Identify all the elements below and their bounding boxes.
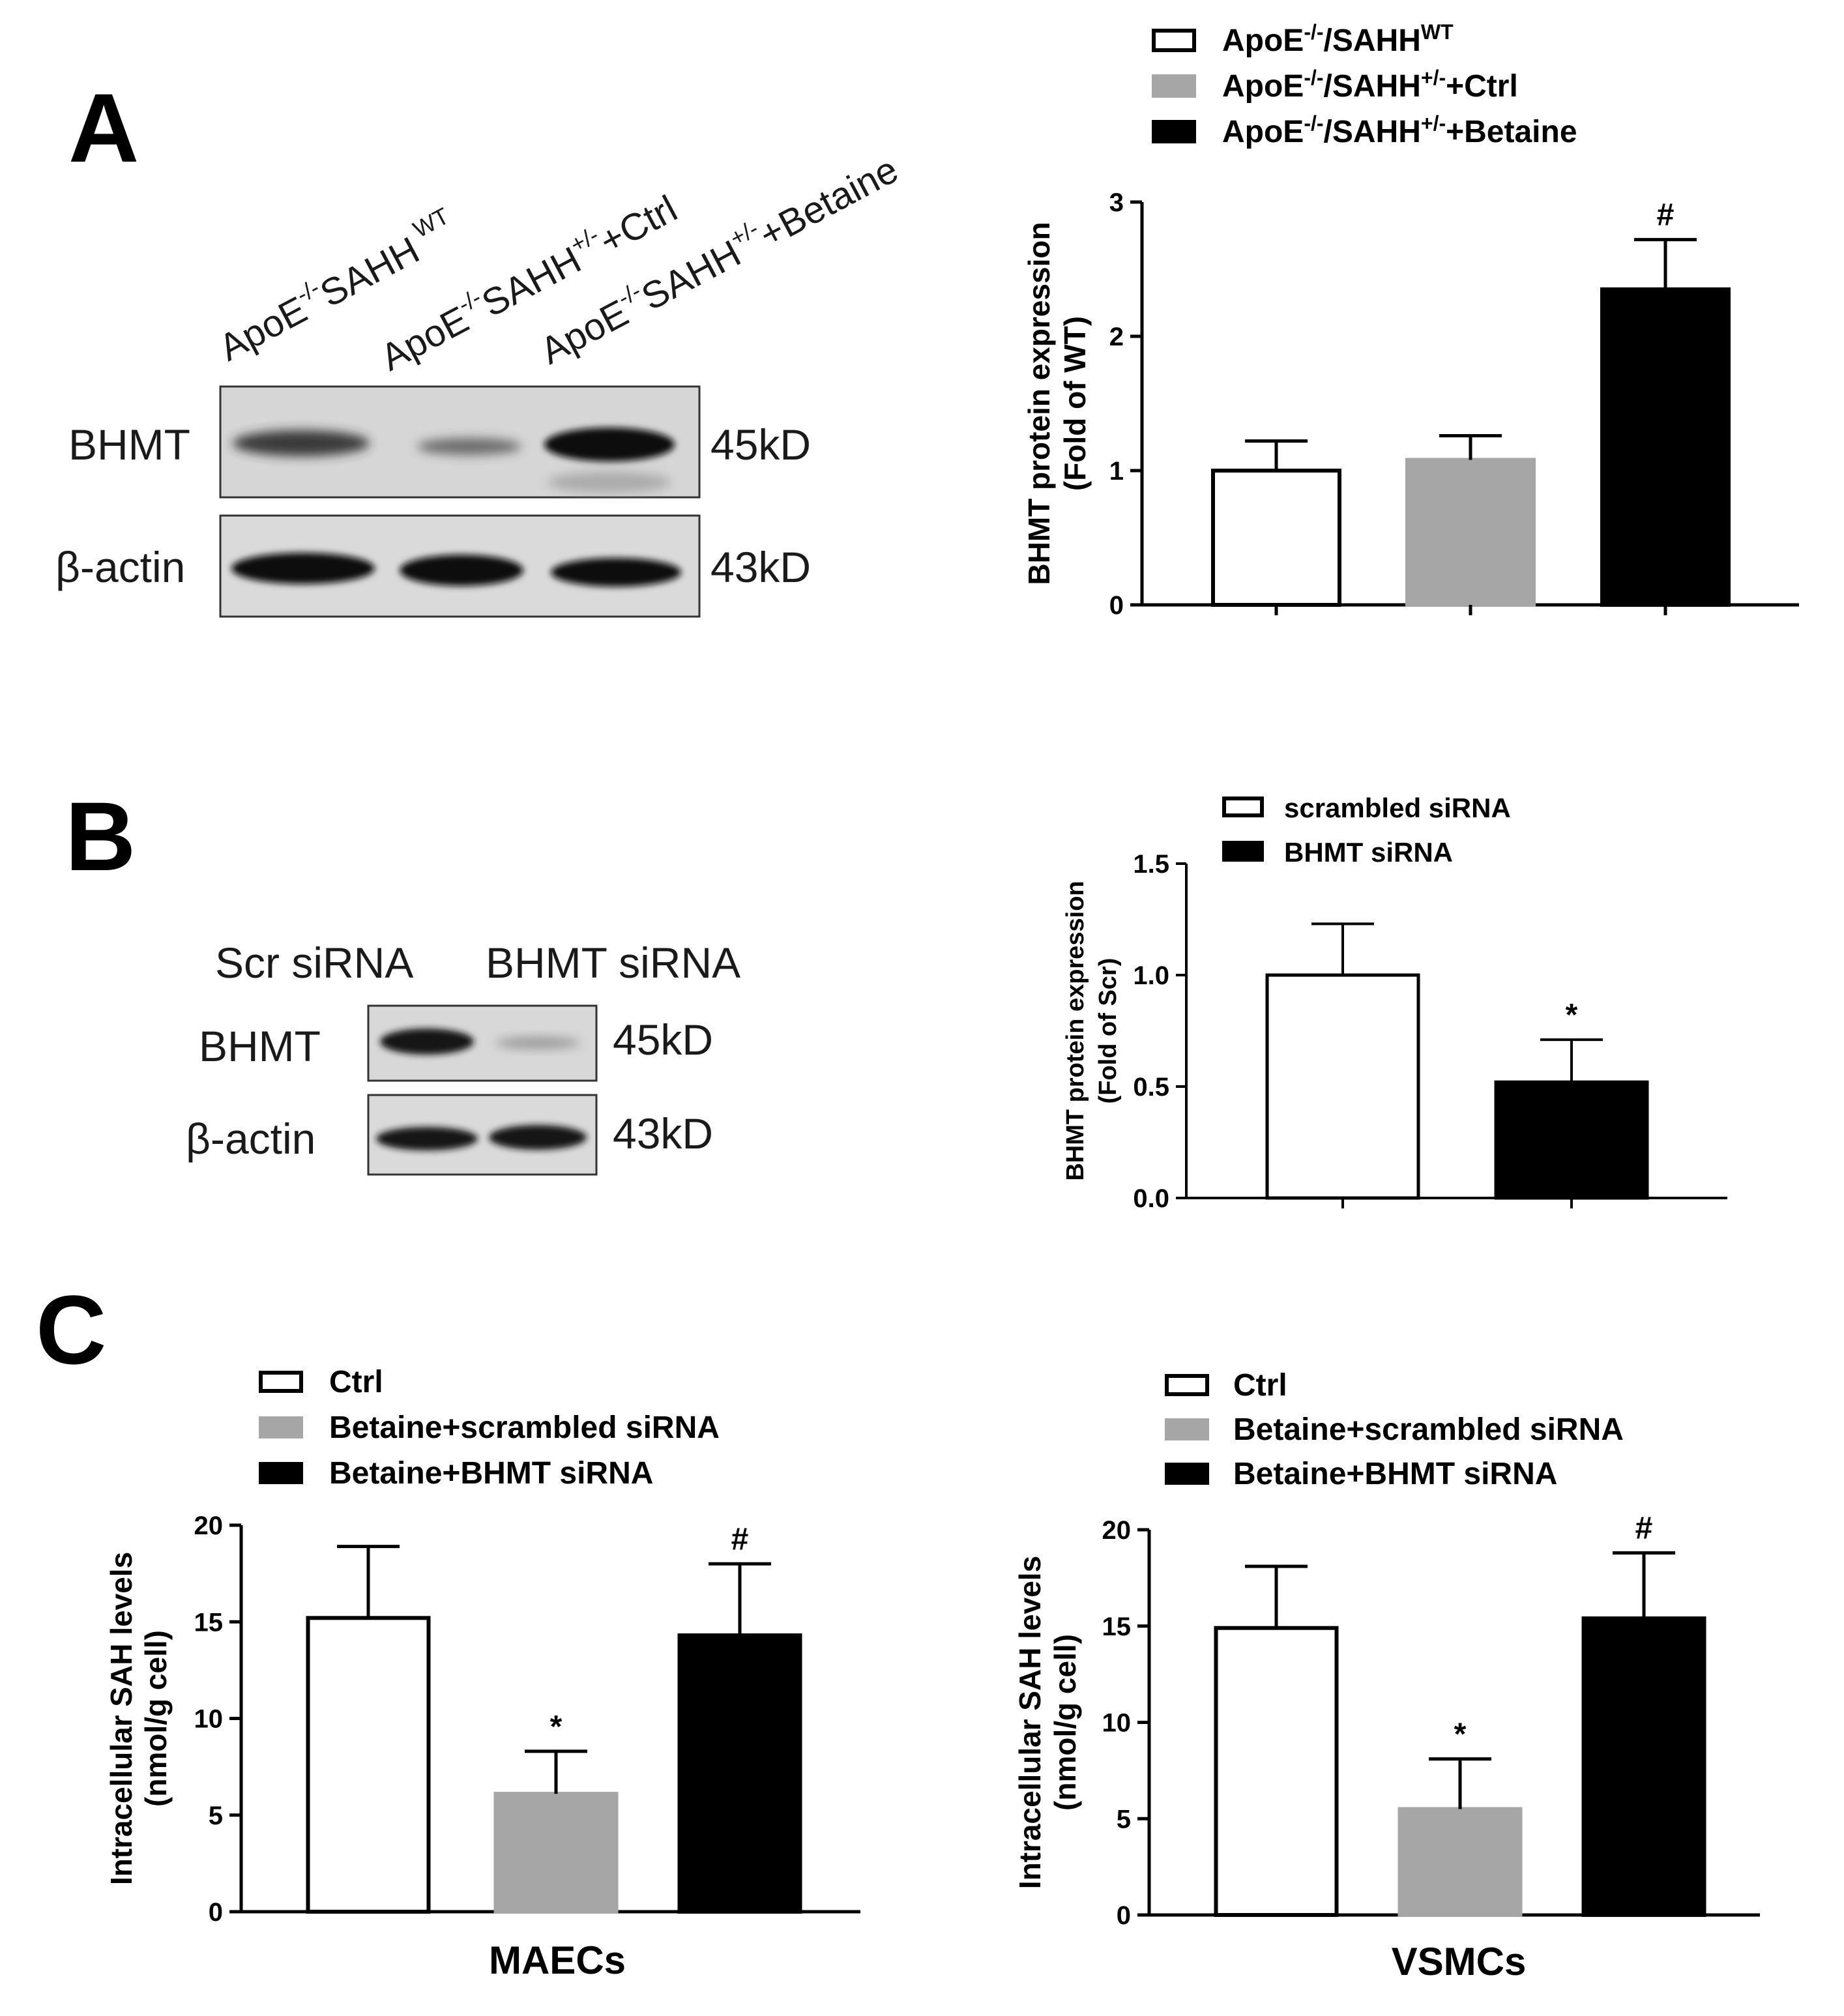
y-axis-label-unit: (nmol/g cell)	[1048, 1634, 1082, 1811]
legend-swatch	[259, 1371, 303, 1393]
panel-letter-c: C	[36, 1275, 106, 1384]
blot-b-kd-bhmt: 45kD	[613, 1015, 713, 1064]
legend-swatch	[1165, 1374, 1209, 1396]
legend-swatch	[1165, 1418, 1209, 1440]
legend-label: Betaine+BHMT siRNA	[1233, 1457, 1557, 1491]
blot-b-lane-label-bhmt: BHMT siRNA	[486, 939, 740, 987]
y-tick-label: 1	[1109, 457, 1124, 486]
significance-marker: #	[1657, 198, 1675, 233]
y-tick-label: 15	[1102, 1613, 1132, 1641]
bar	[1405, 458, 1536, 607]
legend-label: Ctrl	[329, 1365, 383, 1399]
blot-a-kd-actin: 43kD	[710, 543, 811, 591]
blot-a-row-label-actin: β-actin	[55, 543, 185, 591]
blot-a-kd-bhmt: 45kD	[710, 420, 811, 469]
bar	[1398, 1807, 1523, 1918]
x-axis-label: MAECs	[489, 1938, 626, 1982]
legend-label: ApoE-/-/SAHH+/-+Betaine	[1222, 111, 1577, 149]
chart-c-vsmcs: Ctrl Betaine+scrambled siRNA Betaine+BHMT …	[1013, 1368, 1760, 1983]
x-axis-label: VSMCs	[1392, 1940, 1527, 1983]
legend-swatch	[1165, 1463, 1209, 1485]
significance-marker: *	[1454, 1717, 1467, 1752]
y-axis-label: BHMT protein expression	[1062, 881, 1089, 1180]
y-tick-label: 20	[1102, 1516, 1132, 1545]
western-blot-a: ApoE-/-SAHH WT ApoE-/-SAHH+/-+Ctrl ApoE-…	[55, 144, 905, 618]
blot-b-actin-box	[367, 1094, 598, 1176]
y-tick-label: 5	[209, 1802, 223, 1830]
legend-label: ApoE-/-/SAHHWT	[1222, 20, 1454, 58]
bar	[1494, 1080, 1649, 1200]
blot-b-kd-actin: 43kD	[613, 1109, 713, 1158]
y-tick-label: 0.5	[1133, 1073, 1169, 1102]
blot-b-bhmt-box	[367, 1004, 598, 1082]
panel-letter-a: A	[68, 73, 139, 183]
y-tick-label: 0	[1117, 1901, 1131, 1930]
significance-marker: *	[550, 1710, 563, 1744]
western-blot-b: Scr siRNA BHMT siRNA BHMT β-actin 45kD 4…	[186, 939, 740, 1176]
legend-label: ApoE-/-/SAHH+/-+Ctrl	[1222, 66, 1518, 104]
legend-label: BHMT siRNA	[1284, 837, 1453, 868]
bar	[1600, 287, 1731, 607]
legend-label: scrambled siRNA	[1284, 793, 1511, 823]
blot-b-row-label-bhmt: BHMT	[199, 1022, 321, 1070]
bar	[1211, 469, 1341, 607]
significance-marker: *	[1566, 998, 1578, 1032]
blot-a-lane-labels: ApoE-/-SAHH WT ApoE-/-SAHH+/-+Ctrl ApoE-…	[212, 144, 905, 379]
legend-swatch	[1152, 120, 1196, 143]
chart-b-bhmt-expression: scrambled siRNA BHMT siRNA 0.0 0.5 1.0 1.5 BHM…	[1062, 793, 1727, 1213]
significance-marker: #	[731, 1522, 749, 1556]
blot-b-lane-label-scr: Scr siRNA	[215, 939, 413, 987]
y-axis-label-unit: (Fold of WT)	[1058, 316, 1092, 491]
chart-c-maecs: Ctrl Betaine+scrambled siRNA Betaine+BHMT …	[104, 1365, 860, 1982]
y-tick-label: 10	[194, 1705, 224, 1734]
blot-a-bhmt-box	[219, 385, 701, 499]
significance-marker: #	[1635, 1511, 1653, 1545]
bar	[306, 1616, 431, 1914]
y-axis-label: Intracellular SAH levels	[104, 1552, 138, 1885]
bar	[677, 1633, 802, 1914]
blot-a-actin-box	[219, 514, 701, 618]
y-tick-label: 1.0	[1133, 961, 1169, 990]
y-axis-label-unit: (Fold of Scr)	[1094, 958, 1122, 1104]
legend-label: Betaine+scrambled siRNA	[329, 1410, 720, 1445]
y-tick-label: 1.5	[1133, 850, 1169, 879]
y-tick-label: 3	[1109, 188, 1124, 217]
bar	[493, 1792, 619, 1914]
panel-letter-b: B	[65, 782, 136, 891]
bar	[1581, 1616, 1706, 1917]
y-tick-label: 10	[1102, 1709, 1132, 1738]
y-tick-label: 2	[1109, 323, 1124, 351]
y-axis-label-unit: (nmol/g cell)	[139, 1630, 173, 1807]
legend-label: Ctrl	[1233, 1368, 1287, 1403]
chart-a-bhmt-expression: ApoE-/-/SAHHWT ApoE-/-/SAHH+/-+Ctrl ApoE-/…	[1022, 20, 1799, 620]
blot-a-lane-label: ApoE-/-SAHH+/-+Betaine	[531, 144, 905, 372]
y-tick-label: 0	[1109, 591, 1124, 620]
y-tick-label: 0	[209, 1898, 223, 1927]
bar	[1265, 973, 1420, 1200]
legend-swatch	[1222, 841, 1264, 862]
y-axis-label: BHMT protein expression	[1022, 222, 1056, 585]
y-axis-label: Intracellular SAH levels	[1013, 1556, 1047, 1889]
legend-swatch	[1152, 29, 1196, 52]
legend-swatch	[1222, 796, 1264, 817]
blot-b-row-label-actin: β-actin	[186, 1115, 315, 1163]
legend-label: Betaine+BHMT siRNA	[329, 1456, 653, 1491]
legend-swatch	[259, 1416, 303, 1439]
y-tick-label: 5	[1117, 1805, 1131, 1833]
legend-swatch	[259, 1462, 303, 1484]
y-tick-label: 15	[194, 1608, 224, 1637]
y-tick-label: 0.0	[1133, 1184, 1169, 1213]
legend-label: Betaine+scrambled siRNA	[1233, 1412, 1624, 1447]
legend-swatch	[1152, 74, 1196, 98]
blot-a-row-label-bhmt: BHMT	[68, 420, 190, 469]
y-tick-label: 20	[194, 1512, 224, 1540]
bar	[1214, 1626, 1339, 1918]
